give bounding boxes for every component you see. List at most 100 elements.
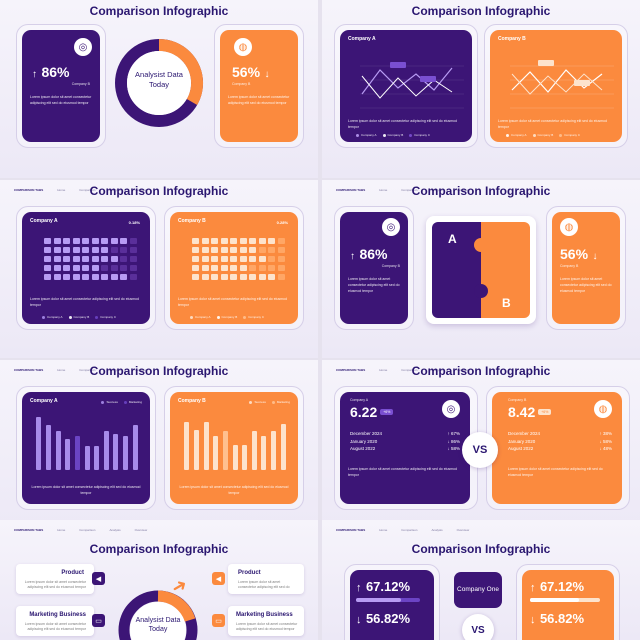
description: Lorem ipsum dolor sit amet consectetur a…: [228, 95, 290, 105]
grid-cell: [63, 265, 70, 271]
grid-cell: [192, 274, 199, 280]
nav-item[interactable]: Overview: [456, 188, 470, 192]
progress-bar: [530, 598, 600, 602]
nav-item[interactable]: Overview: [456, 368, 470, 372]
grid-cell: [258, 274, 266, 280]
nav-item[interactable]: Analysis: [431, 188, 443, 192]
chart-legend: Company A Company B Company C: [356, 133, 430, 137]
date-row: January 2020 ↓ 86%: [350, 438, 460, 446]
stat-value: 86%: [41, 64, 70, 80]
nav-item[interactable]: Overview: [134, 368, 148, 372]
nav-item[interactable]: COMPARISON TABS: [14, 528, 44, 532]
marketing-label: Marketing Business: [236, 612, 293, 618]
vs-badge: VS: [462, 432, 498, 468]
description: Lorem ipsum dolor sit amet consectetur a…: [178, 297, 287, 307]
nav-item[interactable]: Analysis: [109, 188, 121, 192]
grid-cell: [44, 256, 51, 262]
nav-item[interactable]: COMPARISON TABS: [14, 188, 44, 192]
nav-item[interactable]: Comparison: [79, 368, 96, 372]
grid-cell: [239, 238, 247, 244]
bar: [123, 436, 129, 470]
nav-item[interactable]: Overview: [134, 188, 148, 192]
nav-item[interactable]: Analysis: [109, 528, 121, 532]
nav-item[interactable]: Comparison: [79, 188, 96, 192]
nav-item[interactable]: Overview: [134, 528, 148, 532]
date-row: January 2020 ↓ 58%: [508, 438, 612, 446]
nav-item[interactable]: Analysis: [431, 528, 443, 532]
grid-cell: [192, 247, 199, 253]
product-desc: Lorem ipsum dolor sit amet consectetur a…: [24, 580, 86, 589]
grid-cell: [91, 238, 99, 244]
nav-item[interactable]: Home: [379, 188, 388, 192]
nav-item[interactable]: Home: [379, 528, 388, 532]
grid-cell: [230, 247, 237, 253]
grid-cell: [53, 256, 61, 262]
grid-cell: [249, 274, 256, 280]
chart-legend: Company A Company B Company C: [42, 315, 116, 319]
grid-cell: [201, 247, 209, 253]
nav-item[interactable]: Home: [379, 368, 388, 372]
stat-label: Company B: [381, 264, 400, 268]
stat-row: 8.42 +6%: [508, 404, 552, 420]
grid-cell: [220, 238, 228, 244]
nav-item[interactable]: Analysis: [109, 368, 121, 372]
description: Lorem ipsum dolor sit amet consectetur a…: [348, 467, 457, 477]
card-title: Company B: [498, 36, 526, 42]
top-nav: COMPARISON TABS Home Comparison Analysis…: [336, 368, 626, 372]
nav-item[interactable]: Comparison: [401, 188, 418, 192]
grid-cell: [63, 238, 70, 244]
grid-cell: [82, 247, 89, 253]
bar-chart-b: [182, 414, 288, 476]
nav-item[interactable]: COMPARISON TABS: [336, 188, 366, 192]
nav-item[interactable]: Home: [57, 368, 66, 372]
grid-cell: [120, 238, 127, 244]
grid-cell: [44, 274, 51, 280]
puzzle-piece-b: [481, 222, 530, 318]
grid-cell: [230, 238, 237, 244]
nav-item[interactable]: Comparison: [401, 528, 418, 532]
grid-cell: [277, 256, 285, 262]
nav-item[interactable]: Analysis: [431, 368, 443, 372]
nav-item[interactable]: Overview: [456, 528, 470, 532]
grid-cell: [239, 274, 247, 280]
legend-item: Company B: [382, 133, 403, 137]
grid-cell: [129, 256, 137, 262]
globe-icon: ◍: [560, 218, 578, 236]
grid-cell: [249, 265, 256, 271]
nav-item[interactable]: Comparison: [79, 528, 96, 532]
legend-item: Company C: [243, 315, 264, 319]
stat-value: 56%: [232, 64, 261, 80]
progress-card-a: ↑ 67.12% ↓ 56.82%: [350, 570, 434, 640]
nav-item[interactable]: Home: [57, 528, 66, 532]
nav-item[interactable]: COMPARISON TABS: [336, 528, 366, 532]
monitor-icon: ▭: [212, 614, 225, 627]
legend-item: Company A: [506, 133, 527, 137]
badge: 0.18%: [128, 220, 140, 225]
stat-value: 56%: [560, 246, 589, 262]
tag: +6%: [538, 409, 552, 415]
bar: [184, 422, 190, 470]
bar: [132, 425, 138, 470]
grid-cell: [82, 256, 89, 262]
grid-cell: [91, 256, 99, 262]
nav-item[interactable]: COMPARISON TABS: [336, 368, 366, 372]
product-desc: Lorem ipsum dolor sit amet consectetur a…: [238, 580, 290, 589]
bar: [113, 433, 119, 470]
legend-item: Company B: [68, 315, 89, 319]
grid-card-b: Company B 0.28% Lorem ipsum dolor sit am…: [170, 212, 298, 324]
bar: [94, 446, 100, 470]
stat-value: 56.82%: [365, 611, 411, 626]
company-one-label: Company One: [457, 586, 499, 593]
grid-cell: [44, 247, 51, 253]
description: Lorem ipsum dolor sit amet consectetur a…: [348, 277, 400, 293]
bar-chart-a: [34, 414, 140, 476]
nav-item[interactable]: Home: [57, 188, 66, 192]
grid-cell: [201, 238, 209, 244]
nav-item[interactable]: COMPARISON TABS: [14, 368, 44, 372]
donut-label: Analysist Data Today: [135, 617, 181, 633]
card-title: Company A: [30, 398, 58, 404]
bar: [251, 430, 257, 470]
bar: [193, 429, 199, 470]
megaphone-icon: ◀: [92, 572, 105, 585]
nav-item[interactable]: Comparison: [401, 368, 418, 372]
